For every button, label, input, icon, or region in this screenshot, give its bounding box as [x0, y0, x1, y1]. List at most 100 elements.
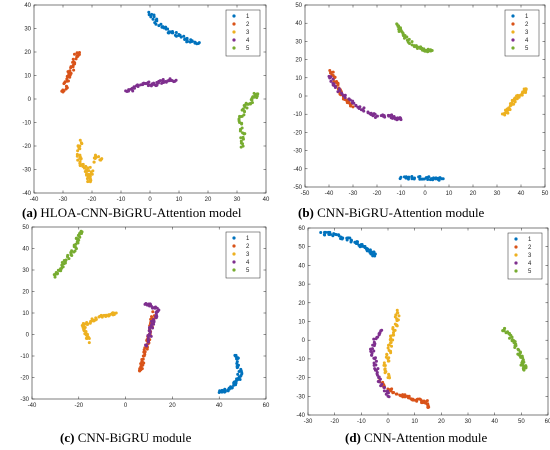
data-point	[388, 338, 392, 342]
y-tick-label: -30	[20, 397, 29, 403]
data-point	[524, 87, 528, 91]
series-3	[80, 311, 118, 345]
y-tick-label: 30	[298, 282, 305, 288]
data-point	[372, 344, 376, 348]
data-point	[159, 22, 163, 26]
data-point	[383, 371, 387, 375]
data-point	[378, 377, 382, 381]
y-tick-label: -20	[20, 376, 29, 382]
series-4	[143, 302, 161, 348]
data-point	[64, 87, 68, 91]
data-point	[65, 77, 69, 81]
data-point	[340, 237, 344, 241]
x-tick-label: 20	[438, 419, 445, 425]
y-tick-label: -10	[22, 121, 31, 127]
legend-label-3: 3	[246, 252, 250, 258]
data-point	[382, 386, 386, 390]
data-point	[513, 96, 517, 100]
data-point	[152, 319, 156, 323]
data-point	[85, 173, 89, 177]
data-point	[392, 329, 396, 333]
data-point	[507, 336, 511, 340]
data-point	[392, 333, 396, 337]
data-point	[88, 165, 92, 169]
data-point	[410, 177, 414, 181]
data-point	[238, 377, 242, 381]
data-point	[72, 68, 76, 72]
y-tick-label: 0	[28, 97, 32, 103]
data-point	[238, 114, 242, 118]
panel-b: -50 -40 -30 -20 -10 0 10 20 30 40 50 -50 -40 -30 -20 -1…	[275, 0, 550, 225]
data-point	[323, 233, 327, 237]
data-point	[241, 107, 245, 111]
x-tick-label: -10	[357, 419, 366, 425]
data-point	[512, 102, 516, 106]
y-tick-label: 10	[298, 320, 305, 326]
data-point	[358, 105, 362, 109]
data-point	[64, 84, 68, 88]
y-tick-label: 40	[295, 21, 302, 27]
data-point	[151, 17, 155, 21]
data-point	[61, 90, 65, 94]
data-point	[372, 349, 376, 353]
y-tick-label: 40	[24, 3, 31, 9]
data-point	[145, 343, 149, 347]
data-point	[382, 363, 386, 367]
x-tick-label: 20	[470, 191, 477, 197]
data-point	[75, 55, 79, 59]
data-point	[389, 351, 393, 355]
scatter-plot-d: -30 -20 -10 0 10 20 30 40 50 60-40-30-20-10010203…	[296, 226, 550, 425]
data-point	[245, 106, 249, 110]
data-point	[348, 98, 352, 102]
data-point	[386, 357, 390, 361]
data-point	[184, 37, 188, 41]
legend-marker-4	[511, 38, 515, 42]
data-point	[250, 101, 254, 105]
x-tick-label: -50	[301, 191, 310, 197]
data-point	[75, 154, 79, 158]
data-point	[151, 326, 155, 330]
series-5	[52, 229, 84, 279]
y-tick-label: 20	[24, 50, 31, 56]
data-point	[362, 109, 366, 113]
data-point	[73, 62, 77, 66]
data-point	[93, 157, 97, 161]
x-tick-label: 60	[263, 403, 270, 409]
data-point	[226, 388, 230, 392]
data-point	[195, 42, 199, 46]
x-tick-label: -10	[397, 191, 406, 197]
data-point	[79, 229, 83, 233]
data-point	[333, 232, 337, 236]
data-point	[392, 390, 396, 394]
data-point	[437, 178, 441, 182]
legend-marker-5	[232, 268, 236, 272]
data-point	[53, 275, 57, 279]
data-point	[73, 249, 77, 253]
data-point	[141, 354, 145, 358]
legend-label-1: 1	[528, 237, 532, 243]
caption-text: CNN-Attention module	[364, 430, 488, 445]
data-point	[374, 337, 378, 341]
caption-letter: (a)	[22, 205, 38, 220]
legend-marker-1	[511, 14, 515, 18]
legend-label-5: 5	[525, 46, 529, 52]
x-tick-label: 0	[124, 403, 128, 409]
x-tick-label: 40	[491, 419, 498, 425]
data-point	[399, 175, 403, 179]
series-1	[319, 230, 377, 258]
data-point	[502, 329, 506, 333]
data-point	[416, 45, 420, 49]
legend-marker-3	[232, 30, 236, 34]
data-point	[75, 240, 79, 244]
data-point	[142, 81, 146, 85]
y-tick-label: 30	[24, 27, 31, 33]
data-point	[147, 10, 151, 14]
y-tick-label: -10	[20, 354, 29, 360]
data-point	[161, 77, 165, 81]
data-point	[190, 39, 194, 43]
data-point	[372, 337, 376, 341]
data-point	[66, 253, 70, 257]
x-tick-label: -40	[28, 403, 37, 409]
data-point	[430, 49, 434, 52]
data-point	[138, 369, 142, 373]
